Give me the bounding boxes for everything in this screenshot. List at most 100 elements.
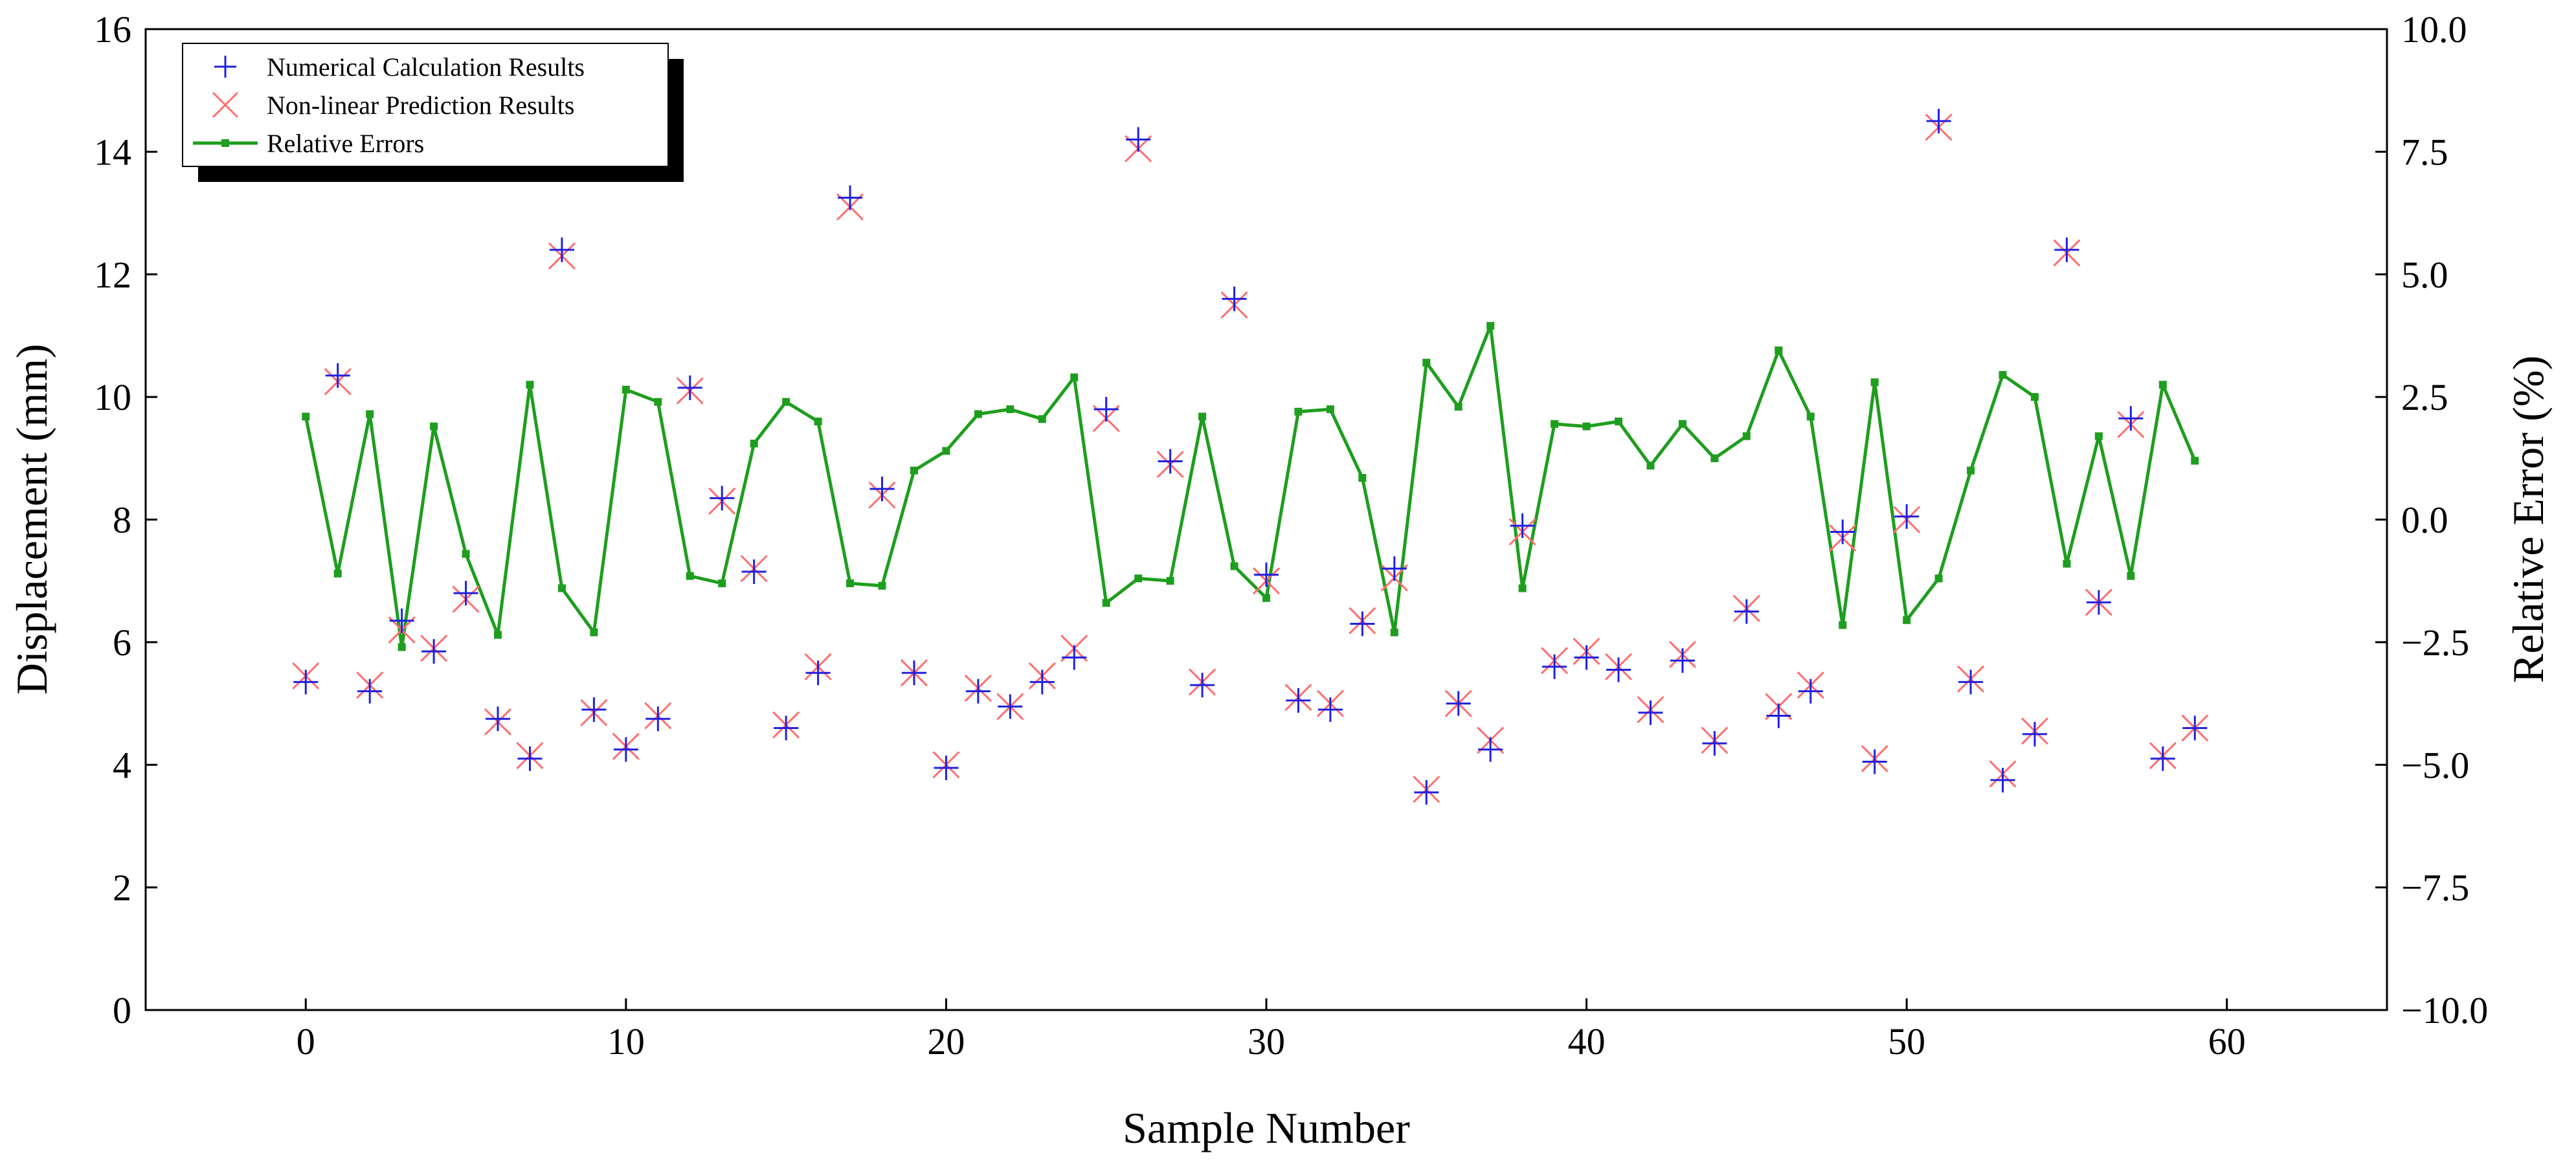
numerical-point	[2086, 590, 2111, 615]
relative-error-point	[1166, 577, 1174, 585]
y2-axis-label: Relative Error (%)	[2503, 355, 2553, 683]
numerical-point	[1894, 504, 1920, 529]
numerical-point	[1350, 611, 1375, 636]
y-axis-label: Displacement (mm)	[7, 344, 56, 695]
relative-error-point	[494, 631, 502, 639]
numerical-point	[1638, 700, 1663, 725]
numerical-point	[1382, 556, 1407, 581]
numerical-point	[357, 679, 383, 704]
numerical-point	[293, 669, 319, 695]
relative-error-point	[1358, 474, 1367, 482]
relative-error-point	[750, 440, 758, 448]
numerical-point	[1093, 397, 1119, 422]
numerical-point	[869, 477, 895, 502]
legend-box	[182, 43, 669, 167]
relative-error-point	[718, 579, 726, 587]
numerical-point	[1958, 669, 1984, 695]
y-tick-label: 4	[113, 744, 131, 786]
y2-tick-label: 10.0	[2401, 8, 2467, 51]
numerical-point	[1766, 703, 1791, 728]
relative-error-point	[1742, 432, 1751, 440]
relative-error-point	[1486, 322, 1495, 330]
relative-error-point	[686, 572, 694, 580]
numerical-point	[805, 660, 831, 686]
numerical-point	[453, 581, 478, 606]
relative-error-point	[590, 628, 598, 636]
numerical-point	[1062, 645, 1087, 670]
relative-error-point	[1294, 407, 1303, 416]
numerical-point	[1670, 648, 1695, 673]
series-relative-errors	[302, 322, 2199, 651]
relative-error-point	[1839, 621, 1847, 629]
numerical-point	[2022, 721, 2047, 747]
numerical-point	[1126, 127, 1151, 152]
y2-tick-label: −10.0	[2401, 989, 2488, 1031]
numerical-point	[998, 694, 1023, 719]
numerical-point	[1606, 657, 1631, 682]
legend-label: Relative Errors	[267, 129, 424, 158]
numerical-point	[1446, 691, 1471, 716]
relative-error-point	[2158, 381, 2167, 389]
relative-error-point	[333, 569, 342, 578]
numerical-point	[1734, 599, 1759, 624]
numerical-point	[1510, 513, 1535, 538]
relative-error-point	[1390, 628, 1398, 636]
y-axis-right: −10.0 −7.5 −5.0 −2.5 0.0 2.5 5.0 7.5 10.0	[2375, 8, 2488, 1031]
plot-area	[144, 28, 2388, 1011]
numerical-point	[2054, 237, 2079, 262]
y-tick-label: 2	[113, 867, 131, 909]
x-axis-label: Sample Number	[1123, 1103, 1410, 1152]
numerical-point	[1029, 669, 1055, 695]
y-tick-label: 0	[113, 989, 131, 1031]
relative-error-point	[1903, 616, 1911, 624]
numerical-point	[1414, 780, 1439, 805]
numerical-point	[1542, 654, 1567, 679]
numerical-point	[934, 755, 959, 780]
relative-error-point	[814, 418, 822, 425]
y2-tick-label: 0.0	[2401, 499, 2448, 541]
y2-tick-label: 5.0	[2401, 254, 2448, 296]
series-numerical	[293, 109, 2208, 805]
numerical-point	[677, 375, 702, 400]
legend: Numerical Calculation Results Non-linear …	[182, 43, 684, 182]
relative-error-point	[910, 466, 918, 475]
numerical-point	[1286, 688, 1311, 713]
x-tick-label: 20	[927, 1020, 965, 1062]
relative-error-point	[366, 410, 374, 418]
relative-error-point	[1326, 405, 1334, 414]
relative-error-point	[1934, 574, 1943, 583]
y-axis-left: 0 2 4 6 8 10 12 14 16	[94, 8, 157, 1031]
numerical-point	[1990, 767, 2015, 792]
numerical-point	[838, 185, 863, 210]
relative-error-point	[1646, 462, 1655, 470]
relative-error-point	[1102, 599, 1110, 607]
numerical-point	[645, 706, 671, 732]
y2-tick-label: −2.5	[2401, 622, 2469, 664]
relative-error-point	[846, 579, 855, 587]
y-tick-label: 6	[113, 622, 131, 664]
numerical-point	[741, 559, 767, 584]
relative-error-point	[430, 422, 438, 431]
relative-error-point	[526, 381, 534, 389]
x-axis: 0 10 20 30 40 50 60	[297, 998, 2246, 1062]
relative-error-point	[1582, 422, 1591, 431]
numerical-point	[486, 706, 511, 732]
relative-error-point	[1967, 466, 1975, 475]
relative-error-point	[2191, 456, 2199, 465]
x-tick-label: 40	[1568, 1020, 1606, 1062]
numerical-point	[1926, 109, 1951, 134]
numerical-point	[965, 679, 991, 704]
relative-error-point	[1999, 371, 2007, 379]
numerical-point	[2150, 746, 2175, 771]
relative-error-point	[1134, 574, 1143, 583]
y2-tick-label: 2.5	[2401, 376, 2448, 418]
relative-error-point	[2094, 432, 2103, 440]
numerical-point	[581, 697, 607, 723]
relative-error-point	[878, 581, 886, 590]
relative-error-point	[1615, 418, 1623, 425]
numerical-point	[1862, 749, 1887, 774]
numerical-point	[774, 715, 799, 741]
numerical-point	[549, 237, 574, 262]
numerical-point	[1574, 645, 1599, 670]
